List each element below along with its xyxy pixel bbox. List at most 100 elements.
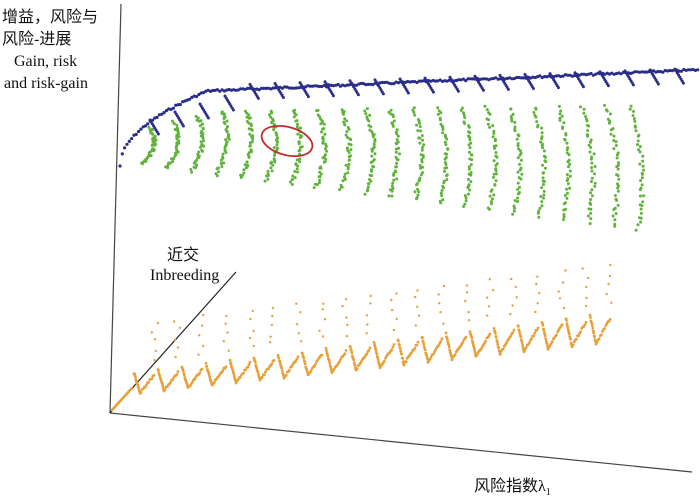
green-point xyxy=(612,208,616,212)
green-point xyxy=(468,146,472,150)
green-point xyxy=(519,177,523,181)
orange-point xyxy=(517,325,520,328)
green-point xyxy=(320,130,323,134)
green-point xyxy=(468,131,472,135)
green-point xyxy=(586,134,590,138)
orange-point xyxy=(138,389,141,393)
blue-point xyxy=(281,96,285,99)
orange-point xyxy=(229,362,233,366)
orange-point xyxy=(446,340,450,344)
green-point xyxy=(541,171,545,175)
green-point xyxy=(415,197,418,201)
green-point xyxy=(519,149,522,153)
orange-point xyxy=(501,347,505,351)
orange-point xyxy=(297,332,300,335)
blue-point xyxy=(139,127,143,131)
green-point xyxy=(396,134,400,138)
orange-point xyxy=(130,386,134,390)
green-point xyxy=(612,134,616,138)
blue-point xyxy=(587,72,591,76)
orange-point xyxy=(558,297,562,300)
green-point xyxy=(373,152,377,156)
green-point xyxy=(223,146,227,150)
orange-point xyxy=(350,351,354,355)
green-point xyxy=(343,172,347,176)
blue-point xyxy=(215,88,219,92)
green-point xyxy=(516,142,520,145)
green-point xyxy=(566,191,569,195)
green-point xyxy=(368,128,372,132)
green-point xyxy=(592,152,596,156)
orange-point xyxy=(352,358,356,362)
green-point xyxy=(561,127,564,130)
green-point xyxy=(343,177,347,181)
green-point xyxy=(464,196,468,200)
green-point xyxy=(197,156,201,160)
green-point xyxy=(585,119,589,123)
green-point xyxy=(492,172,496,176)
orange-point xyxy=(236,378,240,381)
green-point xyxy=(413,190,417,194)
green-point xyxy=(467,125,471,129)
green-point xyxy=(446,147,450,151)
green-point xyxy=(221,156,225,160)
blue-point xyxy=(531,87,535,90)
green-point xyxy=(513,120,517,124)
orange-point xyxy=(577,334,580,338)
orange-point xyxy=(561,281,565,284)
green-point xyxy=(459,108,463,112)
blue-point xyxy=(522,76,526,80)
orange-point xyxy=(544,337,548,340)
green-point xyxy=(321,156,325,160)
orange-point xyxy=(450,354,453,358)
green-point xyxy=(564,133,568,137)
blue-point xyxy=(356,93,360,97)
green-point xyxy=(631,114,635,117)
blue-point xyxy=(561,74,565,78)
green-point xyxy=(588,150,592,154)
blue-point xyxy=(645,70,649,74)
orange-point xyxy=(268,341,272,344)
orange-point xyxy=(150,377,154,381)
green-point xyxy=(589,191,593,195)
green-point xyxy=(469,180,473,184)
green-point xyxy=(342,112,345,116)
orange-point xyxy=(349,345,352,349)
orange-point xyxy=(390,308,394,312)
green-point xyxy=(593,165,597,168)
orange-point xyxy=(541,323,545,327)
green-point xyxy=(439,111,443,115)
orange-point xyxy=(344,349,348,352)
green-point xyxy=(557,104,561,108)
blue-point xyxy=(231,108,235,112)
green-point xyxy=(421,155,425,159)
orange-point xyxy=(488,332,492,336)
green-point xyxy=(192,161,196,165)
orange-point xyxy=(511,331,515,334)
orange-point xyxy=(280,369,284,372)
orange-point xyxy=(605,292,608,296)
green-point xyxy=(292,115,296,119)
orange-point xyxy=(536,275,539,278)
green-point xyxy=(568,169,572,173)
vertical-axis-label: 增益，风险与 xyxy=(2,8,98,26)
orange-point xyxy=(422,342,426,346)
blue-point xyxy=(471,77,475,81)
green-point xyxy=(387,194,391,198)
orange-point xyxy=(326,354,330,358)
orange-point xyxy=(252,344,255,348)
green-point xyxy=(441,186,445,190)
green-point xyxy=(417,190,421,194)
orange-point xyxy=(296,323,299,326)
green-point xyxy=(271,163,275,167)
green-point xyxy=(615,198,619,202)
green-point xyxy=(542,149,546,153)
green-point xyxy=(370,130,374,134)
green-point xyxy=(589,202,593,206)
green-point xyxy=(225,119,229,123)
orange-point xyxy=(423,348,427,352)
green-point xyxy=(294,113,298,117)
green-point xyxy=(390,189,394,193)
blue-point xyxy=(320,84,324,89)
